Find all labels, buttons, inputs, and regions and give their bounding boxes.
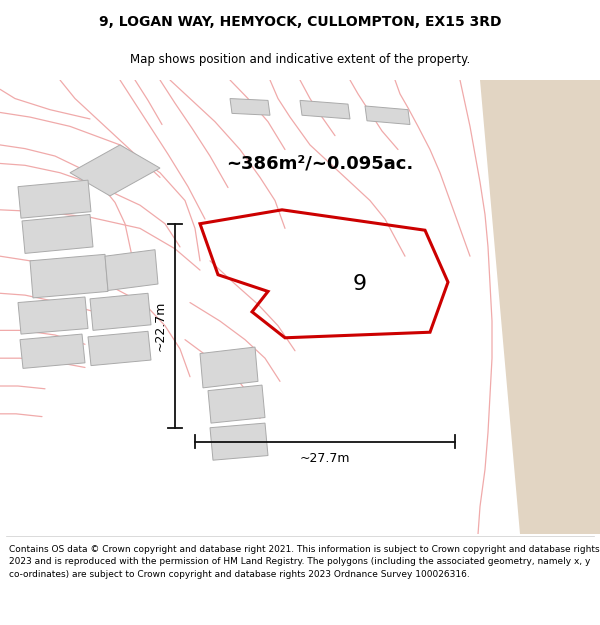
Polygon shape bbox=[20, 334, 85, 368]
Polygon shape bbox=[18, 297, 88, 334]
Text: Contains OS data © Crown copyright and database right 2021. This information is : Contains OS data © Crown copyright and d… bbox=[9, 545, 599, 579]
Polygon shape bbox=[90, 293, 151, 331]
Text: Map shows position and indicative extent of the property.: Map shows position and indicative extent… bbox=[130, 54, 470, 66]
Polygon shape bbox=[210, 423, 268, 460]
Polygon shape bbox=[230, 99, 270, 115]
Text: ~22.7m: ~22.7m bbox=[154, 301, 167, 351]
Polygon shape bbox=[22, 214, 93, 253]
Polygon shape bbox=[365, 106, 410, 124]
Polygon shape bbox=[208, 385, 265, 423]
Polygon shape bbox=[88, 331, 151, 366]
Polygon shape bbox=[480, 80, 600, 534]
Polygon shape bbox=[70, 145, 160, 196]
Text: 9, LOGAN WAY, HEMYOCK, CULLOMPTON, EX15 3RD: 9, LOGAN WAY, HEMYOCK, CULLOMPTON, EX15 … bbox=[99, 16, 501, 29]
Text: 9: 9 bbox=[353, 274, 367, 294]
Polygon shape bbox=[30, 254, 108, 298]
Polygon shape bbox=[300, 101, 350, 119]
Text: ~386m²/~0.095ac.: ~386m²/~0.095ac. bbox=[226, 154, 413, 173]
Polygon shape bbox=[18, 180, 91, 218]
Polygon shape bbox=[200, 347, 258, 388]
Text: ~27.7m: ~27.7m bbox=[300, 452, 350, 465]
Polygon shape bbox=[105, 250, 158, 291]
